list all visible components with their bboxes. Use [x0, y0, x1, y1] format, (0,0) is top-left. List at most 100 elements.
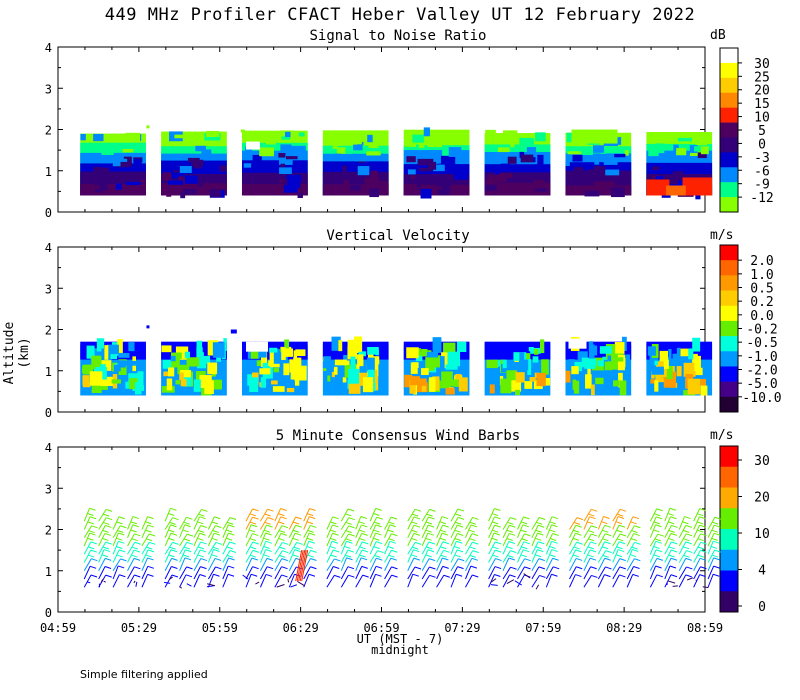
colorbar-label: -6: [754, 164, 770, 179]
snr-cell: [94, 189, 103, 193]
wind-barb-flag: [183, 546, 191, 550]
wind-barb-flag: [252, 516, 259, 520]
wind-barb-flag: [251, 557, 258, 561]
wind-barb-flag: [280, 508, 287, 511]
wind-barb-flag: [359, 546, 366, 550]
colorbar-label: 0: [758, 137, 766, 152]
wind-barb-flag: [360, 515, 368, 519]
snr-cell: [115, 183, 122, 190]
vv-cell: [415, 351, 423, 362]
wind-barb-flag: [200, 525, 207, 528]
snr-cell: [404, 183, 417, 193]
y-tick-label: 3: [45, 82, 52, 96]
vv-cell: [259, 368, 271, 375]
wind-barb-flag: [134, 566, 141, 570]
wind-barb-flag: [523, 541, 531, 545]
wind-barb: [450, 524, 458, 538]
wind-barb-flag: [252, 541, 259, 545]
wind-barb-flag: [225, 537, 233, 541]
wind-barb: [649, 524, 657, 538]
wind-barb: [664, 541, 672, 555]
vv-cell: [327, 375, 331, 382]
wind-barb: [693, 541, 702, 555]
wind-barb: [355, 533, 363, 547]
vv-cell: [614, 342, 625, 355]
wind-barb: [207, 516, 215, 530]
wind-barb-flag: [116, 554, 123, 558]
wind-barb: [436, 566, 444, 580]
wind-barb-flag: [215, 525, 222, 529]
snr-cell: [494, 169, 500, 175]
wind-barb: [127, 516, 134, 530]
wind-barb-flag: [182, 554, 190, 558]
wind-barb: [303, 550, 312, 563]
wind-barb-flag: [186, 533, 194, 537]
snr-cell: [593, 181, 603, 186]
colorbar-swatch: [720, 77, 738, 94]
wind-barb-flag: [711, 537, 718, 541]
wind-barb-flag: [387, 546, 394, 549]
wind-barb-flag: [414, 566, 422, 570]
wind-barb-flag: [266, 566, 274, 570]
wind-barb-flag: [390, 557, 397, 561]
wind-barb-flag: [615, 521, 623, 525]
wind-barb-flag: [711, 554, 719, 558]
wind-barb-flag: [170, 507, 177, 511]
wind-barb: [83, 532, 91, 547]
vv-cell: [532, 356, 539, 363]
wind-barb-flag: [119, 549, 126, 553]
wind-barb: [384, 541, 391, 555]
snr-cell: [286, 174, 302, 182]
wind-barb-flag: [617, 549, 625, 553]
wind-barb-flag: [508, 557, 516, 561]
wind-barb-flag: [414, 508, 422, 512]
wind-barb: [517, 516, 524, 530]
snr-cell: [700, 146, 709, 155]
vv-cell: [441, 371, 453, 387]
vv-cell: [432, 337, 442, 353]
wind-barb-flag: [116, 537, 123, 541]
vv-cell: [291, 366, 298, 379]
snr-cell: [440, 155, 456, 166]
wind-barb-flag: [361, 549, 369, 553]
wind-barb-flag: [280, 516, 287, 520]
vv-cell: [256, 360, 265, 367]
colorbar-unit-snr: dB: [710, 28, 726, 43]
snr-cell: [123, 156, 132, 165]
vv-cell: [421, 368, 429, 376]
wind-barb-flag: [278, 537, 285, 541]
wind-barb-flag: [120, 525, 127, 529]
wind-barb-flag: [387, 529, 394, 533]
wind-barb-flag: [279, 546, 286, 550]
wind-barb-flag: [469, 546, 476, 550]
wind-barb: [693, 558, 701, 571]
snr-cell: [167, 180, 184, 185]
vv-cell: [489, 384, 495, 394]
wind-barb: [612, 558, 621, 572]
wind-barb: [465, 574, 473, 588]
snr-cell: [624, 150, 629, 156]
wind-barb-flag: [425, 521, 433, 525]
wind-barb-flag: [389, 524, 397, 528]
vv-cell: [166, 378, 173, 391]
wind-barb: [678, 541, 687, 555]
snr-cell: [537, 154, 544, 165]
wind-barb-flag: [170, 524, 177, 528]
vv-cell: [458, 377, 468, 392]
wind-barb: [340, 574, 349, 588]
wind-barb-flag: [88, 554, 95, 558]
wind-barb-strong: [301, 550, 309, 582]
wind-barb-flag: [510, 566, 517, 570]
wind-barb: [274, 533, 282, 547]
snr-cell: [99, 181, 108, 191]
wind-barb: [141, 574, 148, 588]
wind-barb-flag: [309, 508, 316, 511]
vv-cell: [445, 364, 458, 370]
wind-barb: [112, 541, 119, 555]
wind-barb-flag: [330, 537, 337, 541]
wind-barb-flag: [308, 573, 316, 577]
wind-barb-flag: [575, 524, 582, 528]
wind-barb-flag: [373, 529, 380, 533]
colorbar-label: -12: [750, 191, 773, 206]
wind-barb-flag: [227, 573, 235, 577]
